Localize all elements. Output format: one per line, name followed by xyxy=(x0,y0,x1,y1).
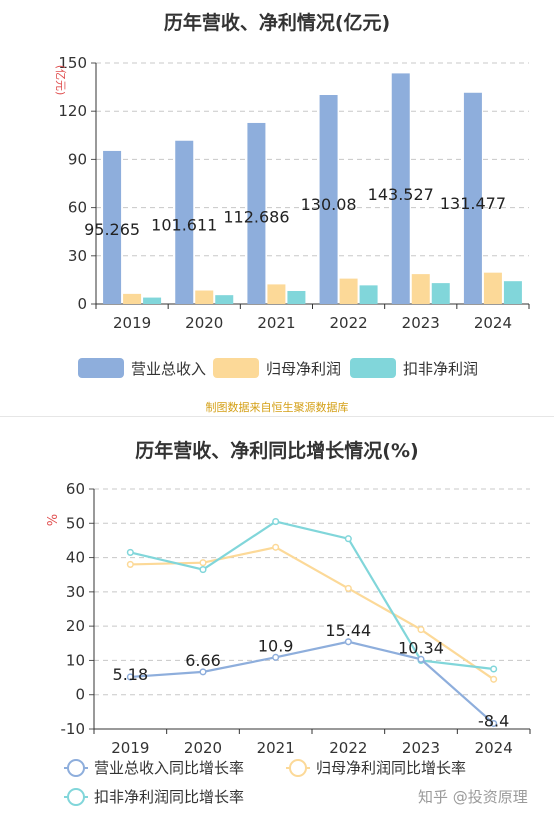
y-tick-label: 20 xyxy=(66,617,85,635)
revenue-growth-data-label: 10.34 xyxy=(398,638,444,657)
point-series-1-2022 xyxy=(344,638,352,646)
y-tick-label: 10 xyxy=(66,651,85,669)
legend-label: 营业总收入 xyxy=(131,360,206,378)
source-note: 制图数据来自恒生聚源数据库 xyxy=(205,401,349,414)
point-series-2-2024 xyxy=(490,675,498,683)
bar-series-3-2021 xyxy=(287,290,306,304)
y-tick-label: 30 xyxy=(66,583,85,601)
y-tick-label: -10 xyxy=(61,720,86,738)
revenue-data-label: 130.08 xyxy=(301,195,357,214)
y-tick-label: 60 xyxy=(68,199,87,217)
bar-series-1-2019 xyxy=(103,150,122,304)
bar-series-3-2019 xyxy=(143,297,162,304)
x-tick-label: 2021 xyxy=(257,739,295,757)
line-series-3 xyxy=(130,520,494,671)
bar-series-2-2020 xyxy=(195,290,214,304)
point-series-3-2022 xyxy=(344,535,352,543)
bar-series-1-2023 xyxy=(391,73,410,304)
y-axis-unit-label: % xyxy=(43,514,58,526)
x-tick-label: 2021 xyxy=(257,314,295,332)
y-tick-label: 60 xyxy=(66,480,85,498)
y-tick-label: 30 xyxy=(68,247,87,265)
revenue-profit-panel: 历年营收、净利情况(亿元) 0 30 60 90 120 150 (亿元) 2019 2020 2… xyxy=(54,12,530,414)
bar-series-2-2022 xyxy=(339,278,358,304)
revenue-growth-data-label: 6.66 xyxy=(185,651,221,670)
point-series-2-2022 xyxy=(344,584,352,592)
point-series-2-2021 xyxy=(272,543,280,551)
legend-label: 归母净利润同比增长率 xyxy=(316,759,466,777)
point-series-1-2023 xyxy=(417,655,425,663)
revenue-data-label: 101.611 xyxy=(151,216,217,235)
bar-series-2-2024 xyxy=(483,272,502,304)
revenue-growth-data-label: 5.18 xyxy=(113,665,149,684)
legend-label: 扣非净利润同比增长率 xyxy=(94,788,244,806)
revenue-growth-data-label: -8.4 xyxy=(478,712,509,731)
y-tick-label: 50 xyxy=(66,514,85,532)
bar-series-2-2019 xyxy=(123,293,142,304)
legend-swatch xyxy=(78,358,124,378)
point-series-3-2020 xyxy=(199,566,207,574)
bar-series-2-2023 xyxy=(411,274,430,304)
point-series-3-2019 xyxy=(126,548,134,556)
x-tick-label: 2023 xyxy=(402,739,440,757)
legend-swatch xyxy=(350,358,396,378)
line-chart: -10 0 10 20 30 40 50 60% 2019 2020 2021 2022 2023 202… xyxy=(43,480,531,806)
bar-chart: 0 30 60 90 120 150(亿元) 2019 2020 2021 2022 2023 202… xyxy=(54,54,530,378)
y-tick-label: 40 xyxy=(66,549,85,567)
bar-series-2-2021 xyxy=(267,284,286,304)
y-axis-unit-label: (亿元) xyxy=(54,65,67,96)
y-tick-label: 0 xyxy=(75,686,85,704)
bar-series-3-2020 xyxy=(215,295,234,304)
bar-series-3-2023 xyxy=(431,283,450,304)
bar-series-3-2024 xyxy=(503,281,522,304)
revenue-growth-data-label: 10.9 xyxy=(258,636,294,655)
point-series-2-2019 xyxy=(126,560,134,568)
x-tick-label: 2019 xyxy=(111,739,149,757)
panel-divider xyxy=(0,416,554,417)
point-series-3-2024 xyxy=(490,665,498,673)
line-series-1 xyxy=(130,640,495,725)
x-tick-label: 2024 xyxy=(474,314,512,332)
legend-marker xyxy=(67,788,85,806)
legend-marker xyxy=(67,759,85,777)
x-tick-label: 2022 xyxy=(329,739,367,757)
x-tick-label: 2024 xyxy=(475,739,513,757)
legend-label: 扣非净利润 xyxy=(403,360,478,378)
y-tick-label: 120 xyxy=(58,102,87,120)
bar-series-3-2022 xyxy=(359,285,378,304)
point-series-2-2020 xyxy=(199,559,207,567)
revenue-data-label: 143.527 xyxy=(368,185,434,204)
revenue-growth-data-label: 15.44 xyxy=(325,621,371,640)
x-tick-label: 2020 xyxy=(184,739,222,757)
bar-chart-title: 历年营收、净利情况(亿元) xyxy=(163,12,391,34)
bar-series-1-2024 xyxy=(463,92,482,304)
point-series-3-2021 xyxy=(272,518,280,526)
y-tick-label: 90 xyxy=(68,150,87,168)
line-chart-title: 历年营收、净利同比增长情况(%) xyxy=(135,440,419,462)
growth-rate-panel: 历年营收、净利同比增长情况(%) -10 0 10 20 30 40 50 60% 2019 20… xyxy=(0,424,554,818)
x-tick-label: 2023 xyxy=(402,314,440,332)
bar-series-1-2021 xyxy=(247,122,266,304)
point-series-1-2024 xyxy=(490,719,498,728)
bar-series-1-2022 xyxy=(319,95,338,305)
revenue-data-label: 95.265 xyxy=(84,220,140,239)
point-series-1-2019 xyxy=(126,673,134,681)
legend-label: 归母净利润 xyxy=(266,360,341,378)
x-tick-label: 2020 xyxy=(185,314,223,332)
point-series-1-2021 xyxy=(272,653,280,661)
legend-marker xyxy=(289,759,307,777)
legend-label: 营业总收入同比增长率 xyxy=(94,759,244,777)
point-series-1-2020 xyxy=(199,668,207,676)
y-tick-label: 0 xyxy=(77,295,87,313)
y-tick-label: 150 xyxy=(58,54,87,72)
watermark: 知乎 @投资原理 xyxy=(418,788,528,806)
bar-series-1-2020 xyxy=(175,140,194,304)
revenue-data-label: 131.477 xyxy=(440,194,506,213)
line-series-2 xyxy=(130,546,495,681)
revenue-data-label: 112.686 xyxy=(223,208,289,227)
legend-swatch xyxy=(213,358,259,378)
x-tick-label: 2019 xyxy=(113,314,151,332)
point-series-2-2023 xyxy=(417,626,425,634)
x-tick-label: 2022 xyxy=(329,314,367,332)
